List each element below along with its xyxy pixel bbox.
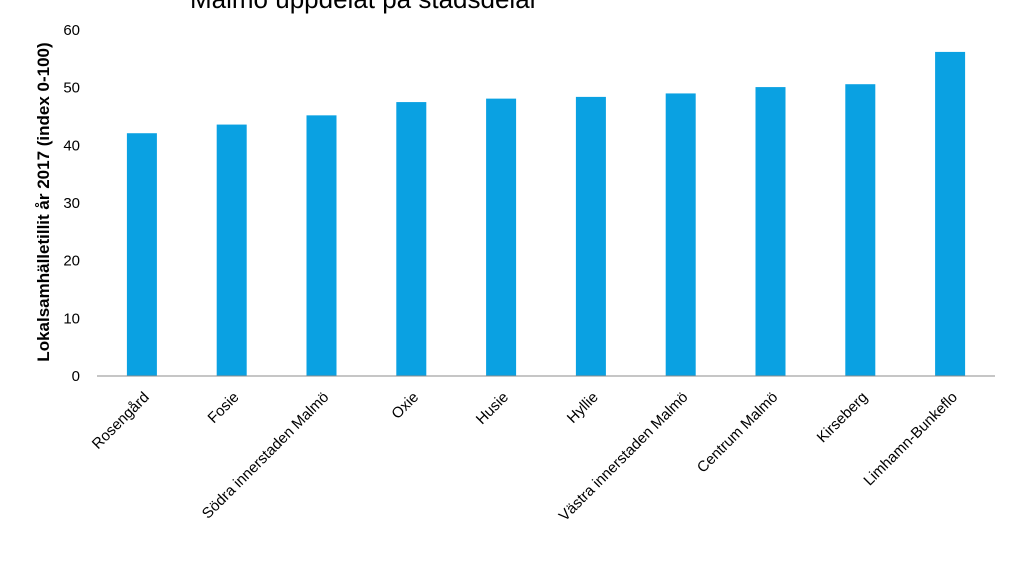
x-category-label: Rosengård xyxy=(89,389,153,453)
y-tick-label: 40 xyxy=(63,137,80,154)
x-category-label: Fosie xyxy=(205,389,243,427)
bar xyxy=(575,96,606,376)
x-category-label: Centrum Malmö xyxy=(694,389,781,476)
y-tick-label: 20 xyxy=(63,253,80,270)
bar xyxy=(216,124,247,376)
y-axis-title: Lokalsamhälletillit år 2017 (index 0-100… xyxy=(34,42,53,361)
y-tick-label: 10 xyxy=(63,310,80,327)
bar xyxy=(486,98,517,376)
y-tick-label: 60 xyxy=(63,22,80,39)
y-tick-label: 30 xyxy=(63,195,80,212)
bar xyxy=(935,51,966,377)
bar xyxy=(126,133,157,376)
bar xyxy=(755,87,786,376)
x-category-label: Kirseberg xyxy=(814,389,871,446)
y-axis-ticks: 0 10 20 30 40 50 60 xyxy=(63,22,80,385)
bar xyxy=(396,102,427,376)
bars xyxy=(126,51,966,377)
x-category-label: Oxie xyxy=(388,389,422,423)
y-tick-label: 0 xyxy=(72,368,80,385)
x-category-label: Limhamn-Bunkeflo xyxy=(860,389,960,489)
bar xyxy=(665,93,696,376)
bar xyxy=(306,115,337,376)
x-category-label: Husie xyxy=(473,389,512,428)
chart-title: Malmö uppdelat på stadsdelar xyxy=(190,0,538,15)
bar xyxy=(845,84,876,376)
x-category-label: Hyllie xyxy=(564,389,602,427)
y-tick-label: 50 xyxy=(63,80,80,97)
